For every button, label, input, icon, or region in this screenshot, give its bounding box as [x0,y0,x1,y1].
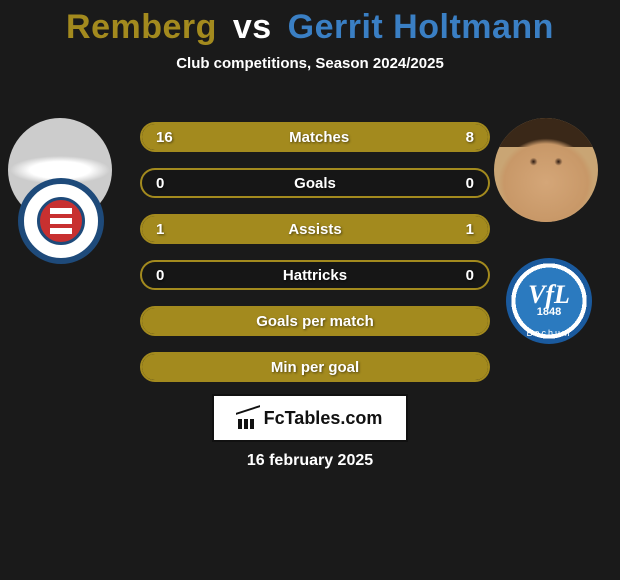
stat-left-value: 0 [156,175,164,192]
stat-label: Matches [173,129,466,146]
stat-left-value: 0 [156,267,164,284]
stat-right-value: 1 [466,221,474,238]
stat-label: Goals per match [156,313,474,330]
vfl-bochum-badge-icon: VfL 1848 Bochum [506,258,592,344]
stat-bar: 0Hattricks0 [140,260,490,290]
stat-label: Hattricks [164,267,465,284]
player2-photo [494,118,598,222]
site-name: FcTables.com [264,408,383,429]
stat-label: Assists [164,221,465,238]
stat-right-value: 0 [466,175,474,192]
stat-label: Min per goal [156,359,474,376]
stat-bar: 0Goals0 [140,168,490,198]
subtitle: Club competitions, Season 2024/2025 [0,55,620,72]
player1-name: Remberg [66,8,217,46]
stat-label: Goals [164,175,465,192]
player2-club-logo: VfL 1848 Bochum [506,258,592,344]
player2-name: Gerrit Holtmann [288,8,554,46]
stat-bar: 16Matches8 [140,122,490,152]
player1-club-logo [18,178,104,264]
branding-badge: FcTables.com [212,394,408,442]
stat-bar: Goals per match [140,306,490,336]
stat-bar: Min per goal [140,352,490,382]
comparison-title: Remberg vs Gerrit Holtmann [0,0,620,47]
stat-left-value: 1 [156,221,164,238]
vs-text: vs [233,8,272,46]
stat-left-value: 16 [156,129,173,146]
stats-container: 16Matches80Goals01Assists10Hattricks0Goa… [140,122,490,398]
stat-right-value: 0 [466,267,474,284]
chart-icon [238,407,260,429]
holstein-kiel-badge-icon [18,178,104,264]
club-year: 1848 [506,306,592,318]
stat-bar: 1Assists1 [140,214,490,244]
stat-right-value: 8 [466,129,474,146]
club-city: Bochum [506,328,592,338]
snapshot-date: 16 february 2025 [0,452,620,470]
